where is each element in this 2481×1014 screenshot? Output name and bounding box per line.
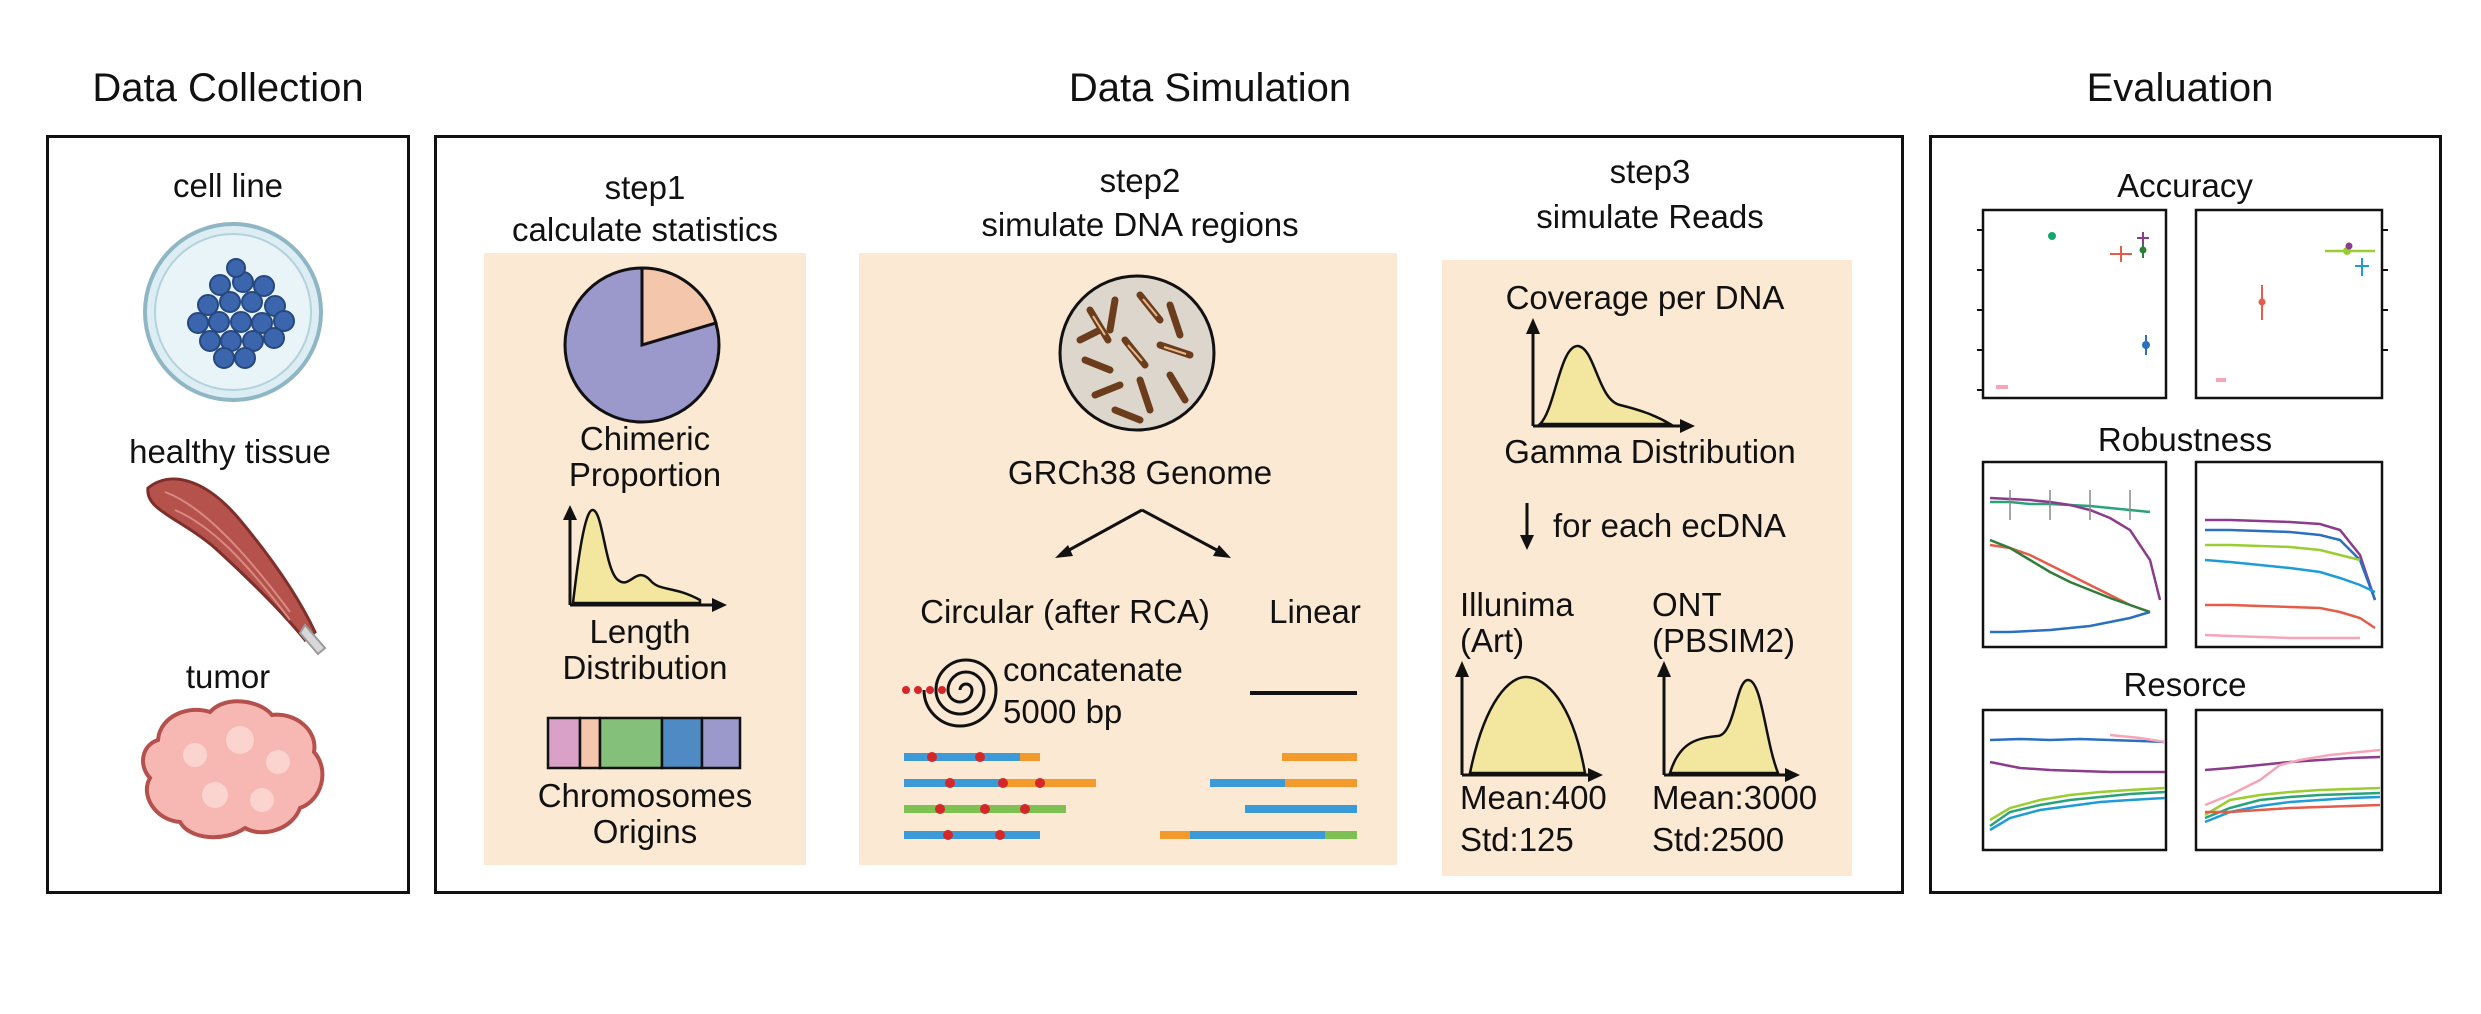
cells-icon [187,258,295,369]
read-red-markers [927,752,1045,840]
split-arrows [1059,508,1227,557]
proportion-label: Proportion [568,456,722,493]
illumina-mean-label: Mean:400 [1460,779,1607,816]
chromosome-origin-bar [546,716,742,770]
step2-subtitle: simulate DNA regions [981,206,1299,243]
down-arrow-icon [1520,503,1534,550]
ont-std-label: Std:2500 [1652,821,1785,858]
spiral-icon [922,658,998,728]
bp-label: 5000 bp [1003,693,1123,730]
robustness-label: Robustness [2097,421,2273,458]
cell-line-label: cell line [172,167,284,204]
step1-subtitle: calculate statistics [512,211,778,248]
ont-label: ONT [1652,586,1722,623]
data-collection-panel [46,135,410,894]
muscle-tissue-icon [146,477,327,656]
section-title-evaluation: Evaluation [2086,66,2274,110]
accuracy-label: Accuracy [2117,167,2253,204]
origins-label: Origins [592,813,698,850]
length-label: Length [589,613,691,650]
linear-reads [1160,753,1357,839]
accuracy-plot-right [2194,208,2388,400]
healthy-tissue-label: healthy tissue [129,433,331,470]
length-distribution-icon [563,505,727,612]
step1-title: step1 [604,169,686,206]
linear-label: Linear [1269,593,1361,630]
gamma-label: Gamma Distribution [1504,433,1796,470]
step2-title: step2 [1099,162,1181,199]
distribution-label: Distribution [562,649,728,686]
section-title-data-collection: Data Collection [92,66,364,110]
tumor-label: tumor [185,658,271,695]
concatenate-label: concatenate [1003,651,1183,688]
red-dots [902,686,946,694]
resource-label: Resorce [2123,666,2247,703]
section-title-data-simulation: Data Simulation [1068,66,1352,110]
ont-plot-icon [1657,661,1800,782]
illumina-std-label: Std:125 [1460,821,1574,858]
art-label: (Art) [1460,622,1525,659]
chromosomes-label: Chromosomes [537,777,753,814]
illumina-label: Illunima [1460,586,1574,623]
accuracy-plot-left [1977,208,2168,400]
evaluation-panel [1929,135,2442,894]
circular-label: Circular (after RCA) [920,593,1210,630]
coverage-label: Coverage per DNA [1505,279,1785,316]
robustness-plot-left [1981,460,2168,649]
step3-subtitle: simulate Reads [1536,198,1764,235]
pbsim-label: (PBSIM2) [1652,622,1796,659]
pie-chart-icon [563,266,721,424]
step3-title: step3 [1609,153,1691,190]
chimeric-label: Chimeric [579,420,711,457]
genome-icon [1058,274,1216,432]
genome-label: GRCh38 Genome [1007,454,1273,491]
gamma-plot-icon [1526,318,1695,433]
for-each-label: for each ecDNA [1553,507,1786,544]
resource-plot-left [1981,708,2168,852]
resource-plot-right [2194,708,2384,852]
illumina-plot-icon [1455,661,1603,782]
data-simulation-panel [434,135,1904,894]
tumor-icon [141,699,325,840]
robustness-plot-right [2194,460,2384,649]
ont-mean-label: Mean:3000 [1652,779,1818,816]
